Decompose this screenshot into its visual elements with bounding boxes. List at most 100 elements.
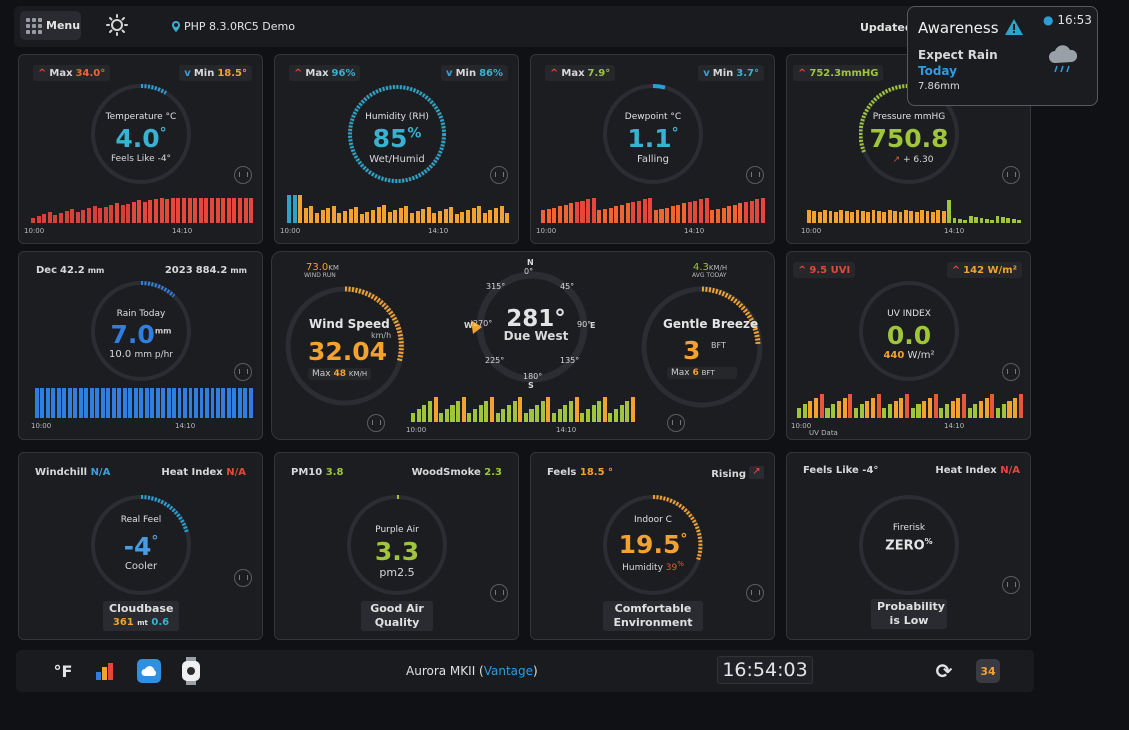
bar: [172, 387, 176, 418]
bar: [427, 401, 432, 422]
refresh-icon[interactable]: ⟳: [935, 659, 953, 683]
chart-icon[interactable]: [490, 584, 508, 602]
pressure-gauge-arc: [859, 84, 910, 153]
bar: [249, 198, 254, 223]
bar: [64, 211, 69, 223]
bar: [120, 205, 125, 223]
compass-w: W: [464, 321, 473, 330]
bar: [586, 199, 591, 223]
station-link[interactable]: Vantage: [483, 664, 534, 678]
bar: [836, 400, 841, 418]
heatindex-label: Heat Index N/A: [161, 467, 246, 478]
bar: [131, 201, 136, 223]
bar: [137, 199, 142, 223]
bar: [1001, 216, 1005, 223]
chart-icon[interactable]: [1002, 166, 1020, 184]
solar-now: 440 W/m²: [883, 350, 935, 361]
bar: [933, 394, 938, 418]
bar: [608, 413, 613, 422]
chart-icon[interactable]: [746, 584, 764, 602]
fire-heatindex: Heat Index N/A: [935, 465, 1020, 476]
bar: [979, 217, 984, 223]
bar: [298, 194, 303, 223]
bar: [631, 202, 636, 223]
bar: [580, 200, 585, 223]
chart-icon[interactable]: [746, 166, 764, 184]
bar: [126, 203, 131, 223]
bar: [848, 394, 853, 418]
chart-icon[interactable]: [1002, 576, 1020, 594]
sun-icon[interactable]: [106, 14, 128, 36]
compass-90: 90°: [577, 320, 592, 329]
cloud-icon[interactable]: [137, 659, 161, 683]
bar: [552, 413, 557, 422]
bar: [489, 397, 495, 422]
chart-icon[interactable]: [1002, 363, 1020, 381]
watch-icon[interactable]: [179, 657, 203, 685]
realfeel-value: -4°: [123, 532, 159, 561]
bar: [45, 387, 50, 418]
bar: [215, 198, 220, 223]
bar: [871, 209, 876, 223]
bar: [456, 401, 461, 422]
bar: [177, 387, 182, 418]
bar: [580, 413, 585, 422]
bar: [682, 203, 687, 223]
hum-title: Humidity (RH): [365, 112, 429, 122]
bar: [142, 202, 147, 223]
compass-135: 135°: [560, 356, 580, 365]
bar: [693, 200, 698, 223]
bar: [47, 212, 52, 223]
demo-version[interactable]: PHP 8.3.0RC5 Demo: [172, 20, 295, 33]
bar: [331, 206, 336, 223]
bar: [1018, 394, 1023, 418]
chart-icon[interactable]: [367, 414, 385, 432]
rain-title: Rain Today: [116, 309, 166, 319]
bar: [365, 211, 370, 223]
bar: [823, 209, 827, 223]
bar: [81, 209, 86, 223]
bar: [439, 413, 444, 422]
bar: [443, 209, 448, 223]
bar: [398, 208, 403, 223]
bar: [828, 211, 833, 223]
popup-time: ● 16:53: [1043, 13, 1092, 27]
bar: [855, 209, 860, 223]
chart-icon[interactable]: [234, 363, 252, 381]
bar: [888, 404, 893, 418]
fahrenheit-button[interactable]: °F: [53, 661, 73, 681]
chart-icon[interactable]: [234, 166, 252, 184]
bar: [31, 217, 35, 223]
rain-bar-chart: [35, 387, 253, 418]
bar: [221, 387, 226, 418]
bar: [342, 211, 347, 223]
bar: [444, 409, 449, 422]
popup-line1: Expect Rain: [918, 48, 998, 62]
air-title: Purple Air: [375, 525, 419, 535]
weather34-badge[interactable]: 34: [976, 659, 1000, 683]
wind-speed-gauge: [285, 286, 405, 406]
dew-bar-chart: [541, 195, 766, 223]
bar: [882, 407, 887, 418]
awareness-popup[interactable]: Awareness ● 16:53 Expect Rain Today 7.86…: [907, 6, 1098, 106]
bar: [585, 409, 590, 422]
bar: [974, 216, 978, 223]
bar: [819, 394, 824, 418]
chart-icon[interactable]: [490, 166, 508, 184]
bar-chart-icon[interactable]: [93, 659, 117, 683]
bar: [930, 212, 935, 223]
bar: [636, 200, 641, 223]
bar: [42, 214, 47, 223]
chart-icon[interactable]: [667, 414, 685, 432]
bar: [569, 203, 574, 223]
bar: [176, 198, 181, 223]
bar: [540, 401, 545, 422]
bar: [232, 198, 237, 223]
bar: [51, 387, 56, 418]
bar: [865, 400, 870, 418]
bar: [210, 198, 214, 223]
chart-icon[interactable]: [234, 569, 252, 587]
bar: [449, 207, 454, 223]
menu-button[interactable]: Menu: [20, 11, 81, 40]
comfort-tag: Comfortable Environment: [603, 601, 703, 631]
